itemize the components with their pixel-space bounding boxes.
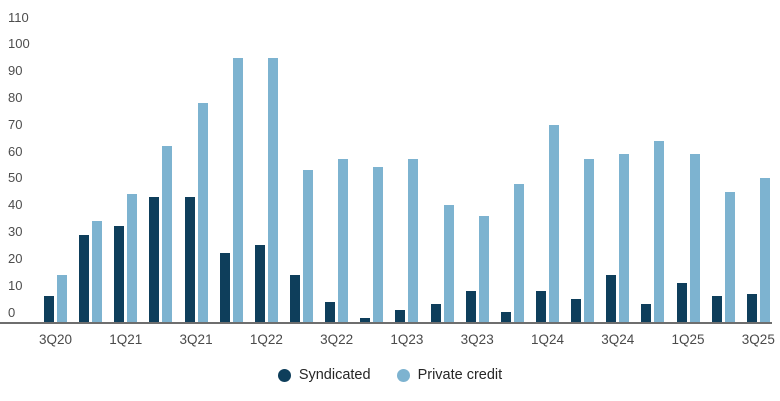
bar-syndicated-3q25 [746, 293, 757, 323]
bar-private-credit-2q21 [162, 146, 173, 323]
bar-syndicated-2q23 [430, 304, 441, 323]
bar-group-3q25: 3Q25 [742, 28, 775, 347]
bar-group-1q22: 1Q22 [250, 28, 283, 347]
bar-syndicated-2q21 [149, 196, 160, 323]
legend-label: Syndicated [298, 367, 371, 383]
bar-private-credit-1q23 [408, 159, 419, 323]
plot-area: 3Q20 1Q21 3Q21 1Q22 3Q22 1Q23 3Q23 1Q24 3Q24 1Q25… [39, 28, 775, 347]
bar-private-credit-4q24 [654, 140, 665, 323]
bar-private-credit-1q25 [689, 154, 700, 323]
bar-group-1q23: 1Q23 [390, 28, 423, 347]
bar-private-credit-3q21 [197, 103, 208, 323]
bar-private-credit-4q23 [513, 183, 524, 323]
bar-group-2q25 [711, 28, 735, 323]
y-axis-tick-label-40: 40 [8, 197, 23, 213]
legend-item-private-credit: Private credit [396, 366, 503, 384]
y-axis-tick-label-110: 110 [8, 9, 29, 25]
legend-dot-syndicated [277, 368, 291, 382]
bar-group-3q24: 3Q24 [601, 28, 634, 347]
y-axis-tick-label-20: 20 [8, 250, 23, 266]
bar-group-1q21: 1Q21 [109, 28, 142, 347]
bar-private-credit-2q22 [302, 170, 313, 323]
bar-syndicated-1q24 [535, 290, 546, 323]
y-axis-tick-label-90: 90 [8, 63, 23, 79]
legend-item-syndicated: Syndicated [277, 366, 371, 384]
bar-private-credit-4q21 [232, 57, 243, 323]
y-axis-tick-label-80: 80 [8, 89, 23, 105]
bar-group-4q21 [219, 28, 243, 323]
bar-syndicated-4q24 [641, 304, 652, 323]
y-axis-tick-label-60: 60 [8, 143, 23, 159]
bar-group-2q23 [430, 28, 454, 323]
bar-group-3q22: 3Q22 [320, 28, 353, 347]
bar-private-credit-2q25 [724, 191, 735, 323]
bar-syndicated-3q24 [606, 274, 617, 323]
bar-syndicated-3q22 [325, 301, 336, 323]
x-axis-tick-label-3q21: 3Q21 [179, 332, 213, 347]
x-axis-tick-label-3q22: 3Q22 [320, 332, 354, 347]
bar-private-credit-2q23 [443, 205, 454, 323]
bar-private-credit-2q24 [584, 159, 595, 323]
bar-group-2q22 [289, 28, 313, 323]
bar-group-2q21 [149, 28, 173, 323]
bar-syndicated-1q23 [395, 309, 406, 323]
x-axis-tick-label-3q25: 3Q25 [741, 332, 775, 347]
y-axis-tick-label-70: 70 [8, 116, 23, 132]
legend: Syndicated Private credit [0, 366, 780, 384]
x-axis-tick-label-3q23: 3Q23 [460, 332, 494, 347]
bar-group-3q20: 3Q20 [39, 28, 72, 347]
x-axis-tick-label-1q22: 1Q22 [249, 332, 283, 347]
bar-group-3q23: 3Q23 [461, 28, 494, 347]
bar-syndicated-3q23 [465, 290, 476, 323]
bar-syndicated-3q21 [184, 196, 195, 323]
bar-group-4q23 [500, 28, 524, 323]
bar-syndicated-4q20 [79, 234, 90, 323]
x-axis-tick-label-3q20: 3Q20 [38, 332, 73, 347]
bar-group-4q22 [360, 28, 384, 323]
bar-private-credit-3q20 [57, 274, 67, 323]
legend-label: Private credit [417, 367, 503, 383]
y-axis-tick-label-0: 0 [8, 304, 16, 320]
y-axis-tick-label-100: 100 [8, 36, 30, 52]
bar-private-credit-3q24 [619, 154, 630, 323]
bar-syndicated-1q22 [254, 245, 265, 323]
y-axis-tick-label-10: 10 [8, 277, 23, 293]
bar-private-credit-4q20 [92, 221, 103, 323]
bar-group-1q24: 1Q24 [531, 28, 564, 347]
bar-private-credit-3q22 [338, 159, 349, 323]
y-axis-tick-label-50: 50 [8, 170, 23, 186]
bar-private-credit-4q22 [373, 167, 384, 323]
x-axis-tick-label-1q25: 1Q25 [671, 332, 705, 347]
x-axis-tick-label-1q21: 1Q21 [109, 332, 143, 347]
x-axis-baseline [0, 322, 772, 324]
bar-group-1q25: 1Q25 [672, 28, 705, 347]
bar-private-credit-1q22 [267, 57, 278, 323]
y-axis-tick-label-30: 30 [8, 224, 23, 240]
bar-syndicated-4q21 [219, 253, 230, 323]
bar-private-credit-1q21 [127, 194, 138, 323]
bar-syndicated-3q20 [44, 296, 54, 323]
bar-syndicated-4q22 [360, 317, 371, 323]
x-axis-tick-label-1q23: 1Q23 [390, 332, 424, 347]
bar-syndicated-1q25 [676, 282, 687, 323]
bar-private-credit-1q24 [548, 124, 559, 323]
bar-syndicated-1q21 [114, 226, 125, 323]
bar-syndicated-4q23 [500, 312, 511, 323]
bar-group-2q24 [571, 28, 595, 323]
legend-dot-private-credit [396, 368, 410, 382]
bar-group-4q20 [79, 28, 103, 323]
bar-syndicated-2q25 [711, 296, 722, 323]
bar-private-credit-3q23 [478, 215, 489, 323]
bar-group-4q24 [641, 28, 665, 323]
bar-syndicated-2q22 [289, 274, 300, 323]
x-axis-tick-label-3q24: 3Q24 [601, 332, 635, 347]
bar-syndicated-2q24 [571, 298, 582, 323]
bar-private-credit-3q25 [759, 178, 770, 323]
bar-group-3q21: 3Q21 [180, 28, 213, 347]
x-axis-tick-label-1q24: 1Q24 [530, 332, 564, 347]
